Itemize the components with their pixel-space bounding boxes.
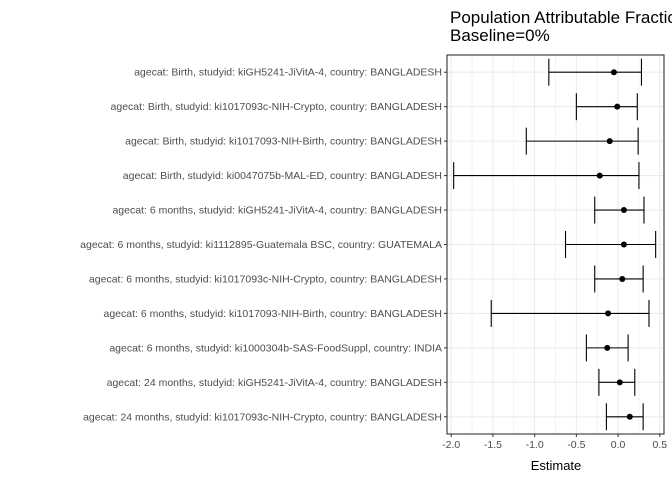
plot-panel: agecat: Birth, studyid: kiGH5241-JiVitA-… xyxy=(80,54,668,451)
x-axis-title: Estimate xyxy=(531,458,582,473)
x-tick-label: -2.0 xyxy=(442,439,460,451)
forest-row xyxy=(564,231,657,258)
estimate-point xyxy=(605,310,612,317)
chart-title-line-2: Baseline=0% xyxy=(450,26,550,45)
estimate-point xyxy=(626,413,633,420)
chart-title-line-1: Population Attributable Fraction xyxy=(450,8,672,27)
forest-row xyxy=(585,334,629,362)
estimate-point xyxy=(606,138,613,145)
category-label: agecat: 6 months, studyid: ki1017093c-NI… xyxy=(89,273,442,285)
x-tick-label: -1.5 xyxy=(484,439,502,451)
category-label: agecat: 6 months, studyid: kiGH5241-JiVi… xyxy=(112,205,442,217)
category-label: agecat: 24 months, studyid: kiGH5241-JiV… xyxy=(107,377,442,389)
category-label: agecat: Birth, studyid: ki1017093-NIH-Bi… xyxy=(125,136,442,148)
forest-row xyxy=(453,162,640,190)
category-label: agecat: 6 months, studyid: ki1000304b-SA… xyxy=(109,342,442,354)
estimate-point xyxy=(596,172,603,179)
forest-row xyxy=(598,368,636,396)
category-label: agecat: Birth, studyid: ki1017093c-NIH-C… xyxy=(111,101,442,113)
forest-row xyxy=(594,265,644,293)
estimate-point xyxy=(620,207,627,214)
category-label: agecat: Birth, studyid: kiGH5241-JiVitA-… xyxy=(134,67,442,79)
estimate-point xyxy=(610,69,617,76)
estimate-point xyxy=(614,103,621,110)
estimate-point xyxy=(620,241,627,248)
forest-row xyxy=(490,299,650,327)
forest-row xyxy=(548,58,643,86)
x-tick-label: -0.5 xyxy=(567,439,585,451)
estimate-point xyxy=(616,379,623,386)
x-tick-label: 0.0 xyxy=(611,439,626,451)
forest-row xyxy=(594,196,645,224)
forest-row xyxy=(575,93,638,121)
estimate-point xyxy=(604,344,611,351)
forest-row xyxy=(605,403,644,431)
panel-border xyxy=(446,54,665,435)
category-label: agecat: 6 months, studyid: ki1112895-Gua… xyxy=(80,239,442,251)
x-tick-label: -1.0 xyxy=(526,439,544,451)
category-label: agecat: 6 months, studyid: ki1017093-NIH… xyxy=(104,308,443,320)
x-tick-label: 0.5 xyxy=(653,439,668,451)
category-label: agecat: 24 months, studyid: ki1017093c-N… xyxy=(83,411,442,423)
estimate-point xyxy=(619,275,626,282)
forest-row xyxy=(525,127,639,155)
category-label: agecat: Birth, studyid: ki0047075b-MAL-E… xyxy=(123,170,442,182)
